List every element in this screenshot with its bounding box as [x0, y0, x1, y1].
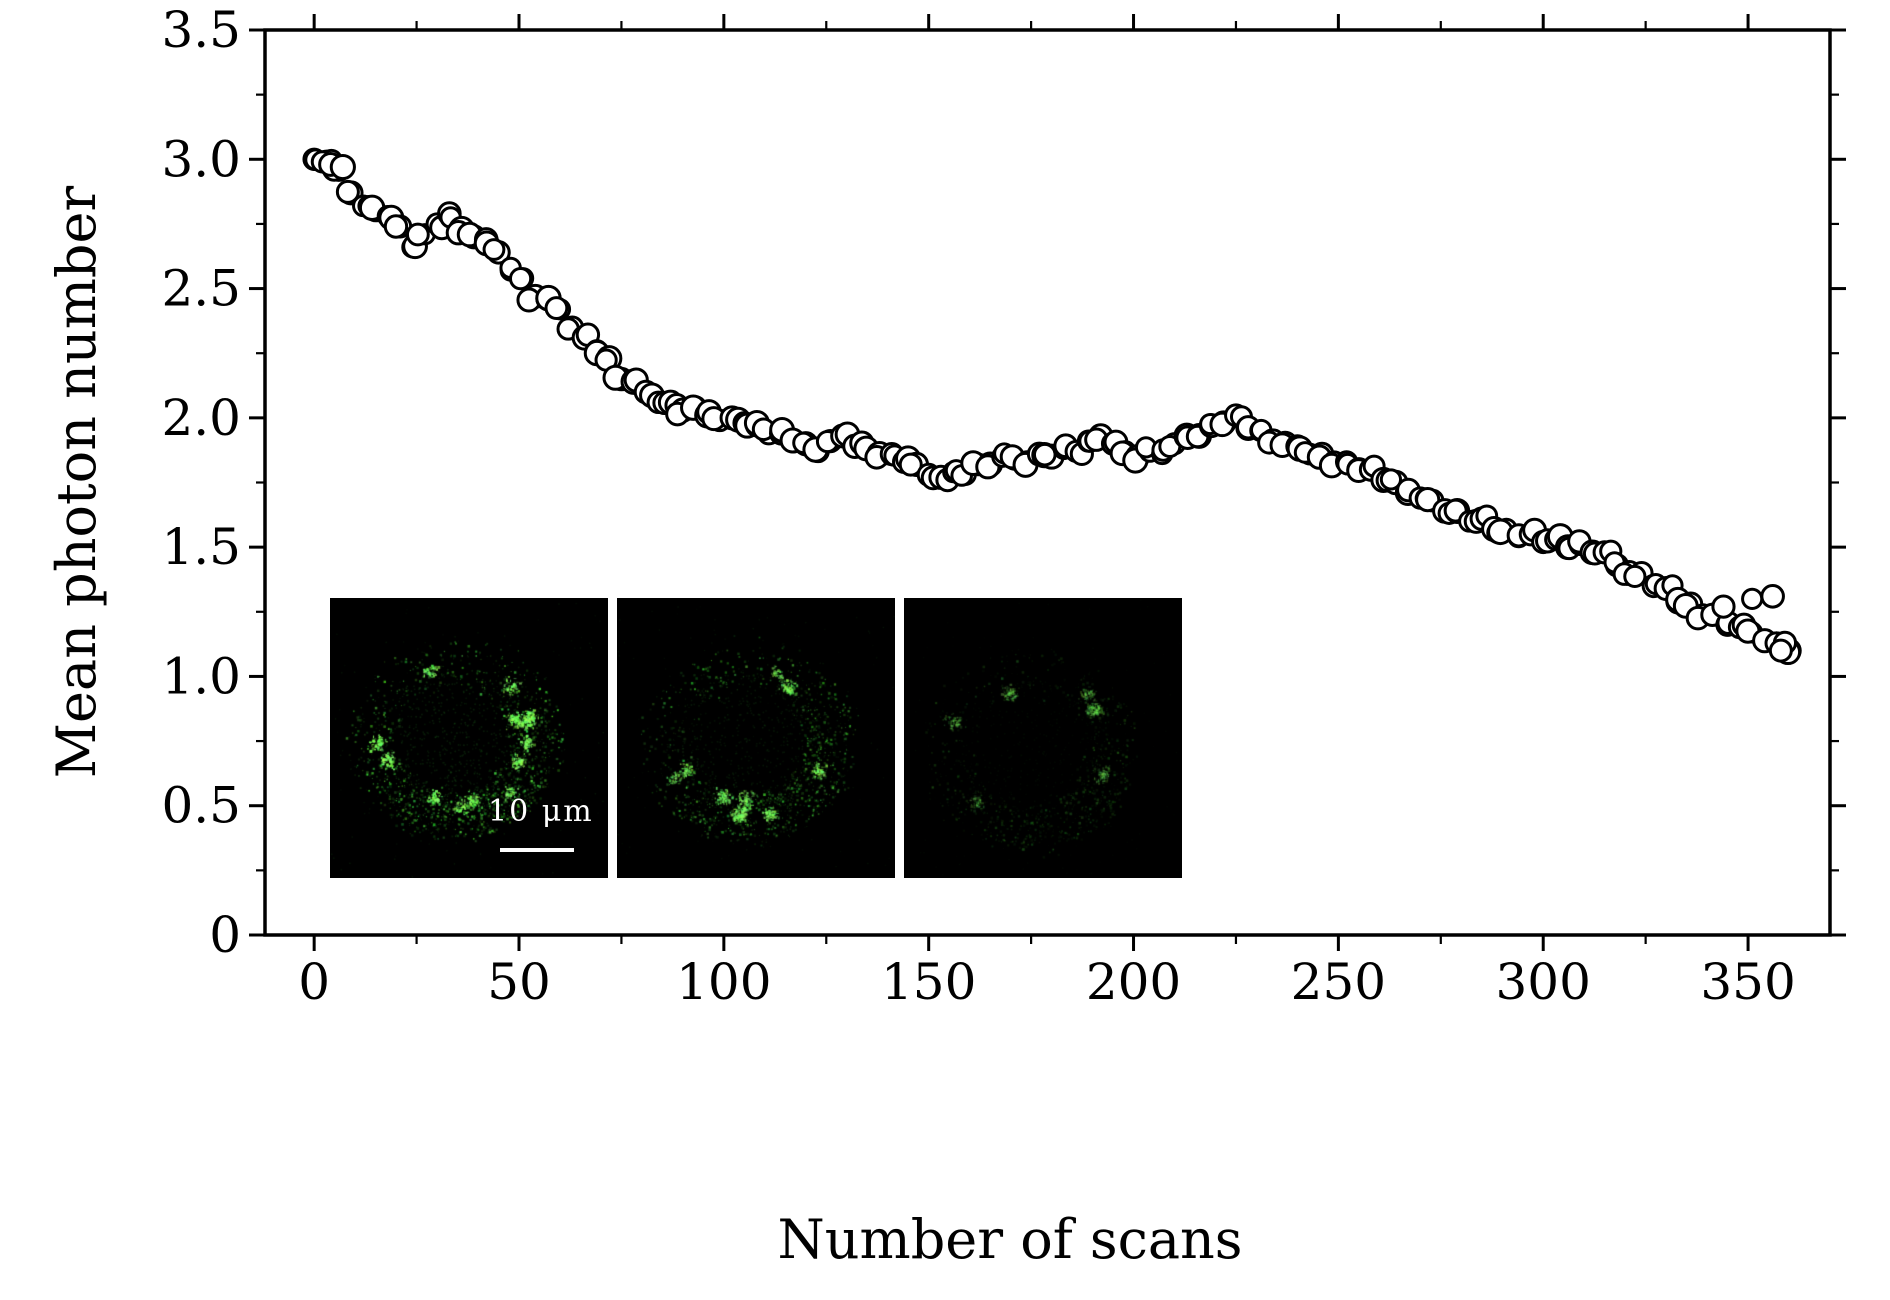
x-tick-label: 150 [881, 953, 976, 1011]
y-tick-label: 3.0 [161, 130, 241, 188]
x-tick-label: 350 [1700, 953, 1795, 1011]
y-tick-label: 0 [209, 906, 241, 964]
x-tick-labels: 0 50 100 150 200 250 300 350 [298, 953, 1796, 1011]
fluorescence-inset-2 [617, 598, 895, 878]
x-tick-label: 100 [676, 953, 771, 1011]
microscopy-insets: 10 μm [330, 598, 1182, 878]
axis-ticks [249, 14, 1846, 951]
scale-bar [500, 848, 574, 852]
x-tick-label: 200 [1086, 953, 1181, 1011]
x-tick-label: 250 [1291, 953, 1386, 1011]
x-tick-label: 50 [487, 953, 551, 1011]
x-axis-label: Number of scans [777, 1208, 1242, 1271]
y-tick-label: 3.5 [161, 1, 241, 59]
y-tick-label: 1.5 [161, 518, 241, 576]
x-tick-label: 0 [298, 953, 330, 1011]
fluorescence-inset-3 [904, 598, 1182, 878]
fluorescence-inset-1 [330, 598, 608, 878]
y-tick-label: 0.5 [161, 777, 241, 835]
scale-bar-label: 10 μm [488, 794, 594, 829]
scatter-points [302, 147, 1802, 666]
y-axis-label: Mean photon number [45, 186, 108, 779]
y-tick-label: 1.0 [161, 647, 241, 705]
y-tick-label: 2.5 [161, 260, 241, 318]
y-tick-labels: 0 0.5 1.0 1.5 2.0 2.5 3.0 3.5 [161, 1, 241, 964]
x-tick-label: 300 [1496, 953, 1591, 1011]
y-tick-label: 2.0 [161, 389, 241, 447]
